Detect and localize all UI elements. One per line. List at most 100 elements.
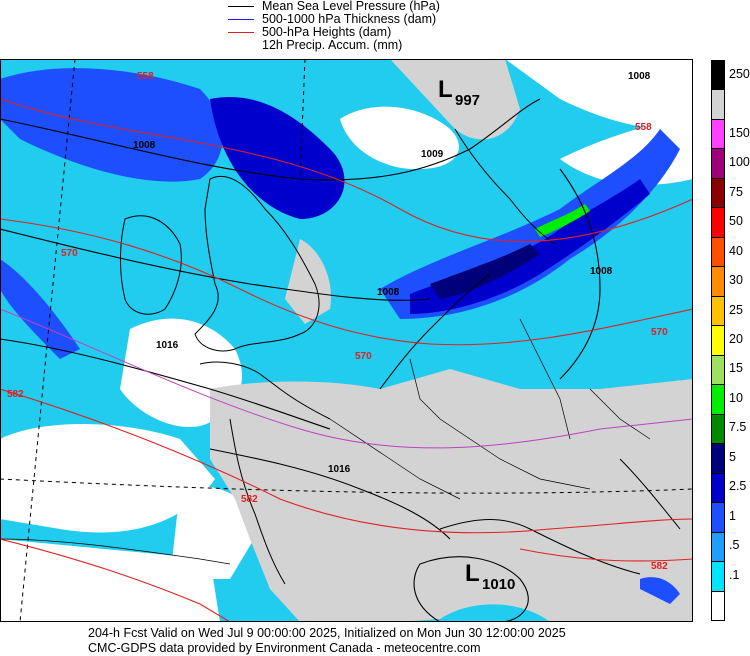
colorbar-cell — [711, 60, 725, 91]
border-czechia — [589, 388, 651, 440]
isobar-label: 1008 — [590, 266, 613, 277]
border-alps — [469, 438, 591, 490]
low-letter: L — [438, 76, 453, 103]
precip-green-cell — [535, 204, 590, 237]
parallel-south — [0, 478, 693, 494]
legend-label: 500-hPa Heights (dam) — [262, 25, 392, 39]
legend-item-thickness: 500-1000 hPa Thickness (dam) — [228, 12, 437, 26]
colorbar-cell — [711, 89, 725, 120]
land-scandinavia — [390, 59, 520, 140]
great-britain-coast — [194, 175, 320, 352]
colorbar-label: 50 — [729, 214, 743, 229]
colorbar-cell — [711, 472, 725, 504]
mslp-isobars — [0, 98, 601, 622]
brittany-coast — [199, 361, 331, 420]
forecast-validity-line: 204-h Fcst Valid on Wed Jul 9 00:00:00 2… — [88, 626, 566, 640]
legend-item-heights: 500-hPa Heights (dam) — [228, 25, 392, 39]
height-label: 558 — [137, 71, 154, 82]
low-1010-marker: L 1010 — [465, 560, 515, 593]
colorbar-label: 100 — [729, 155, 750, 170]
isobar-1008-north — [0, 98, 541, 181]
colorbar-cell — [711, 354, 725, 386]
colorbar-label: 15 — [729, 361, 743, 376]
height-label: 558 — [635, 122, 652, 133]
colorbar-label: 250 — [729, 66, 750, 81]
colorbar-label: 150 — [729, 125, 750, 140]
precip-swatch-blank — [228, 45, 254, 46]
colorbar-cell — [711, 561, 725, 592]
isobar-1008-east — [559, 168, 601, 380]
colorbar-label: 2.5 — [729, 479, 747, 494]
colorbar-label: 7.5 — [729, 420, 747, 435]
colorbar-label: 75 — [729, 184, 743, 199]
netherlands-germany-coast — [379, 273, 491, 390]
map-footer: 204-h Fcst Valid on Wed Jul 9 00:00:00 2… — [88, 626, 566, 656]
precip-band-central-europe — [380, 129, 680, 319]
legend-label: 500-1000 hPa Thickness (dam) — [262, 12, 437, 26]
height-label: 582 — [241, 494, 258, 505]
colorbar-cell — [711, 148, 725, 179]
height-label: 582 — [7, 389, 24, 400]
isobar-label: 1008 — [133, 140, 156, 151]
height-label: 582 — [651, 561, 668, 572]
colorbar-label: 10 — [729, 390, 743, 405]
thickness-line-swatch — [228, 18, 254, 20]
ireland-coast — [120, 215, 182, 315]
heights-line-swatch — [228, 31, 254, 33]
isobar-label: 1009 — [421, 149, 444, 160]
border-germany-france — [409, 358, 471, 440]
colorbar-cell — [711, 531, 725, 563]
colorbar-label: 5 — [729, 449, 736, 464]
legend-item-precip: 12h Precip. Accum. (mm) — [228, 38, 403, 52]
france-west-coast — [229, 418, 286, 585]
border-pyrenees — [0, 538, 231, 565]
adriatic-coast — [619, 458, 681, 530]
precip-colorbar: 250 150 100 75 50 40 30 25 20 15 10 7.5 5 2.5 1 .5 .1 — [711, 60, 750, 622]
height-label: 570 — [651, 327, 668, 338]
legend-label: 12h Precip. Accum. (mm) — [262, 38, 403, 52]
isobar-1010-low — [413, 556, 529, 622]
height-558 — [0, 98, 693, 243]
colorbar-label: 25 — [729, 302, 743, 317]
mslp-line-swatch — [228, 5, 254, 7]
height-labels: 558 570 582 582 570 558 570 582 — [7, 71, 668, 572]
height-582-east — [519, 548, 693, 562]
border-germany-poland — [519, 318, 571, 440]
colorbar-label: .5 — [729, 538, 740, 553]
height-label: 570 — [355, 351, 372, 362]
isobar-label: 1008 — [628, 71, 651, 82]
colorbar-label: 40 — [729, 243, 743, 258]
colorbar-label: .1 — [729, 567, 740, 582]
precip-italy-south — [640, 577, 680, 604]
colorbar-cell — [711, 295, 725, 327]
colorbar-label: 30 — [729, 273, 743, 288]
colorbar-cell — [711, 207, 725, 238]
isobar-label: 1008 — [377, 287, 400, 298]
legend-item-mslp: Mean Sea Level Pressure (hPa) — [228, 0, 440, 13]
clear-area-biscay — [170, 486, 260, 579]
clear-area-norway-sea — [340, 106, 459, 170]
graticule-lines — [0, 59, 693, 622]
precip-core-north-sea — [210, 97, 345, 219]
colorbar-cell — [711, 443, 725, 474]
colorbar-cell — [711, 236, 725, 268]
precip-band-north-atlantic — [0, 68, 223, 182]
data-credit-line: CMC-GDPS data provided by Environment Ca… — [88, 641, 481, 655]
italy-north-coast — [439, 519, 641, 575]
height-582 — [0, 388, 693, 534]
low-997-marker: L 997 — [438, 76, 480, 109]
thickness-line — [0, 308, 693, 449]
colorbar-cell — [711, 177, 725, 209]
low-value: 1010 — [482, 576, 515, 593]
isobar-1016-west — [0, 338, 331, 430]
country-borders — [0, 318, 651, 565]
height-label: 570 — [61, 248, 78, 259]
legend-label: Mean Sea Level Pressure (hPa) — [262, 0, 440, 13]
land-continental-europe — [210, 369, 693, 622]
colorbar-cell — [711, 266, 725, 297]
height-582-south — [0, 538, 231, 622]
height-contours — [0, 98, 693, 622]
isobar-label: 1016 — [156, 340, 179, 351]
thickness-contours — [0, 308, 693, 449]
isobar-1016-central — [209, 448, 451, 540]
